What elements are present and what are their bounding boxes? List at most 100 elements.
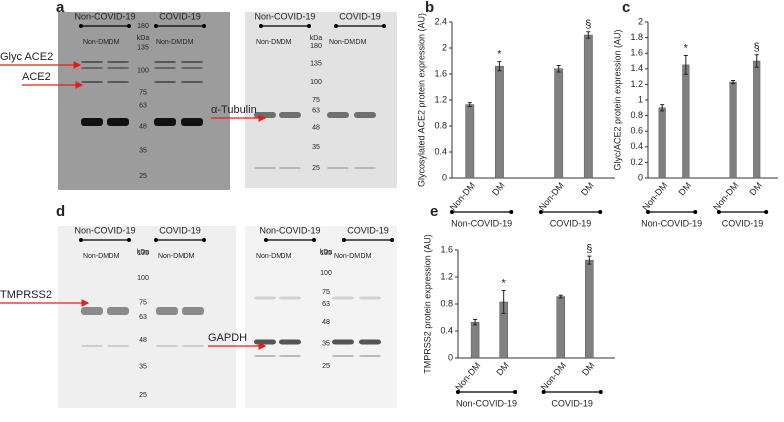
lane-label: Non-DM	[158, 253, 184, 260]
ladder-label: 135	[320, 250, 332, 257]
ladder-label: 48	[312, 125, 320, 132]
group-dot	[598, 210, 603, 214]
band	[81, 67, 103, 69]
error-bar	[473, 319, 478, 326]
bar	[753, 60, 761, 179]
significance-mark: §	[586, 243, 592, 255]
bar	[583, 34, 593, 179]
band	[81, 307, 103, 315]
group-dot	[598, 390, 603, 394]
bar	[658, 107, 666, 179]
band	[359, 355, 381, 357]
group-dot	[127, 238, 131, 242]
group-dot	[342, 238, 346, 242]
error-bar	[556, 65, 561, 73]
x-tick-label: Non-DM	[537, 180, 566, 212]
band	[156, 345, 178, 347]
group-label: Non-COVID-19	[254, 11, 315, 21]
error-bar	[497, 61, 502, 72]
band	[181, 61, 203, 63]
y-axis-label: Glycosylated ACE2 protein expression (AU…	[416, 13, 426, 187]
y-tick-label: 0	[442, 172, 447, 182]
y-axis-label: TMPRSS2 protein expression (AU)	[422, 234, 432, 374]
y-tick-label: 1.6	[440, 244, 453, 254]
x-tick-label: DM	[580, 360, 597, 377]
y-tick-label: 0.6	[630, 126, 643, 136]
band	[107, 118, 129, 126]
y-tick-label: 1.6	[630, 48, 643, 58]
x-tick-label: Non-DM	[448, 180, 477, 212]
band	[107, 67, 129, 69]
y-tick-label: 2.4	[434, 16, 447, 26]
ladder-label: 35	[139, 364, 147, 371]
bar	[556, 296, 566, 359]
kda-label: kDa	[137, 249, 150, 256]
significance-mark: *	[684, 42, 689, 54]
band	[354, 167, 376, 169]
bar	[729, 81, 737, 179]
ladder-label: 25	[312, 165, 320, 172]
group-dot	[202, 24, 206, 28]
group-dot	[307, 24, 311, 28]
ladder-label: 48	[139, 123, 147, 130]
error-bar	[587, 255, 592, 265]
y-tick-label: 2	[638, 16, 643, 26]
error-bar	[467, 102, 472, 107]
group-label: Non-COVID-19	[74, 225, 135, 235]
lane-label: Non-DM	[256, 253, 282, 260]
band	[254, 339, 276, 345]
x-tick-label: DM	[494, 360, 511, 377]
band-label: Glyc ACE2	[0, 51, 53, 63]
ladder-label: 100	[320, 270, 332, 277]
bar	[470, 321, 480, 359]
band	[154, 118, 176, 126]
ladder-label: 135	[137, 45, 149, 52]
membrane	[58, 226, 236, 408]
bar	[585, 259, 594, 359]
group-dot	[456, 390, 460, 394]
band	[332, 339, 354, 345]
lane-label: DM	[183, 39, 194, 46]
group-dot	[390, 238, 394, 242]
band	[156, 307, 178, 315]
x-tick-label: DM	[677, 180, 694, 197]
group-label: COVID-19	[159, 225, 201, 235]
y-tick-label: 0.8	[630, 110, 643, 120]
ladder-label: 100	[137, 275, 149, 282]
y-tick-label: 0.8	[434, 120, 447, 130]
error-bar	[683, 55, 688, 75]
band	[332, 355, 354, 357]
group-label: COVID-19	[159, 11, 201, 21]
ladder-label: 100	[137, 68, 149, 75]
group-label: COVID-19	[339, 11, 381, 21]
y-tick-label: 0.4	[440, 325, 453, 335]
y-tick-label: 0.8	[440, 298, 453, 308]
band-label: TMPRSS2	[0, 289, 52, 301]
ladder-label: 25	[139, 173, 147, 180]
panel-letter: d	[56, 203, 65, 220]
error-bar	[754, 54, 759, 68]
band-label: ACE2	[22, 71, 51, 83]
lane-label: Non-DM	[156, 39, 182, 46]
y-tick-label: 1.2	[630, 79, 643, 89]
group-dot	[693, 210, 698, 214]
ladder-label: 75	[139, 299, 147, 306]
band	[154, 81, 176, 83]
group-dot	[79, 24, 83, 28]
group-dot	[79, 238, 83, 242]
band	[107, 345, 129, 347]
band	[327, 167, 349, 169]
group-dot	[716, 210, 721, 214]
ladder-label: 75	[322, 289, 330, 296]
group-dot	[764, 210, 769, 214]
band	[354, 112, 376, 118]
lane-label: DM	[281, 253, 292, 260]
x-tick-label: Non-DM	[640, 180, 669, 212]
kda-label: kDa	[320, 249, 333, 256]
band	[182, 345, 204, 347]
kda-label: kDa	[137, 35, 150, 42]
group-label: COVID-19	[550, 218, 592, 228]
band	[81, 61, 103, 63]
error-bar	[660, 104, 665, 112]
